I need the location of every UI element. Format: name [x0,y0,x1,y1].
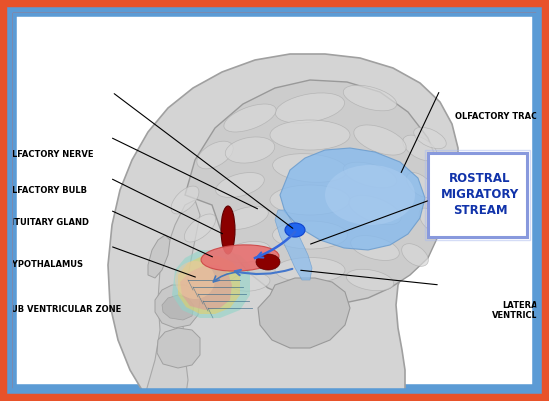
Polygon shape [172,250,250,318]
Text: HYPOTHALAMUS: HYPOTHALAMUS [5,260,83,269]
Ellipse shape [222,207,268,229]
Text: OLFACTORY BULB: OLFACTORY BULB [5,186,87,195]
Ellipse shape [275,257,345,282]
Ellipse shape [171,186,199,214]
Ellipse shape [419,208,441,232]
Ellipse shape [270,120,350,150]
Polygon shape [145,200,200,401]
Ellipse shape [351,235,399,260]
Text: OLFACTORY TRACT: OLFACTORY TRACT [455,112,544,121]
Polygon shape [155,285,200,328]
Ellipse shape [343,85,397,111]
Text: OLFACTORY NERVE: OLFACTORY NERVE [5,150,94,159]
Text: PITUITARY GLAND: PITUITARY GLAND [5,218,89,227]
Ellipse shape [221,206,235,254]
Ellipse shape [224,104,276,132]
Text: ROSTRAL
MIGRATORY
STREAM: ROSTRAL MIGRATORY STREAM [441,172,519,217]
Polygon shape [180,265,232,310]
Ellipse shape [201,245,279,271]
Ellipse shape [414,128,446,149]
Ellipse shape [270,185,350,215]
Polygon shape [185,80,444,303]
Ellipse shape [230,273,270,291]
Ellipse shape [216,172,264,197]
Text: SUB VENTRICULAR ZONE: SUB VENTRICULAR ZONE [5,305,122,314]
Ellipse shape [349,195,401,225]
Text: LATERAL
VENTRICLE: LATERAL VENTRICLE [492,301,544,320]
Ellipse shape [325,165,415,225]
Polygon shape [258,278,350,348]
Ellipse shape [256,254,280,270]
Ellipse shape [272,221,348,249]
Polygon shape [280,148,425,250]
Ellipse shape [184,214,216,242]
FancyBboxPatch shape [14,14,535,387]
Polygon shape [108,54,458,401]
Ellipse shape [276,93,345,123]
Ellipse shape [403,135,437,161]
Ellipse shape [273,154,348,182]
Ellipse shape [354,125,406,155]
Polygon shape [178,256,240,314]
Ellipse shape [225,137,274,163]
Polygon shape [275,210,312,280]
Ellipse shape [226,241,270,263]
Ellipse shape [197,141,233,169]
Ellipse shape [175,261,215,299]
Ellipse shape [406,172,434,197]
Ellipse shape [346,269,394,291]
Ellipse shape [285,223,305,237]
Polygon shape [157,328,200,368]
FancyBboxPatch shape [428,153,527,237]
Ellipse shape [343,162,397,188]
Polygon shape [148,235,170,278]
Polygon shape [438,175,457,215]
Ellipse shape [402,244,428,266]
Polygon shape [162,295,194,320]
